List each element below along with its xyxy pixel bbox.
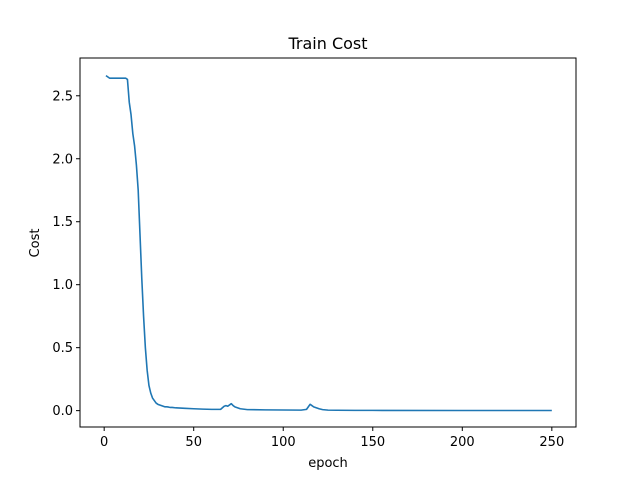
- x-tick-label: 250: [539, 435, 564, 450]
- y-tick-label: 1.5: [52, 215, 73, 230]
- x-axis-label: epoch: [308, 456, 348, 471]
- y-tick-label: 0.0: [52, 404, 73, 419]
- series-line: [105, 74, 552, 412]
- x-tick-label: 100: [271, 435, 296, 450]
- x-axis: 0 50 100 150 200 250: [100, 427, 564, 450]
- plot-area: [79, 57, 577, 428]
- x-tick-label: 50: [185, 435, 202, 450]
- y-tick-label: 0.5: [52, 341, 73, 356]
- y-tick-label: 1.0: [52, 278, 73, 293]
- chart-title: Train Cost: [287, 34, 367, 53]
- y-axis-label: Cost: [28, 229, 43, 258]
- x-tick-label: 0: [100, 435, 108, 450]
- y-axis: 0.0 0.5 1.0 1.5 2.0 2.5: [52, 89, 80, 419]
- x-tick-label: 200: [450, 435, 475, 450]
- y-tick-label: 2.0: [52, 152, 73, 167]
- y-tick-label: 2.5: [52, 89, 73, 104]
- x-tick-label: 150: [360, 435, 385, 450]
- axes-frame: [79, 57, 577, 428]
